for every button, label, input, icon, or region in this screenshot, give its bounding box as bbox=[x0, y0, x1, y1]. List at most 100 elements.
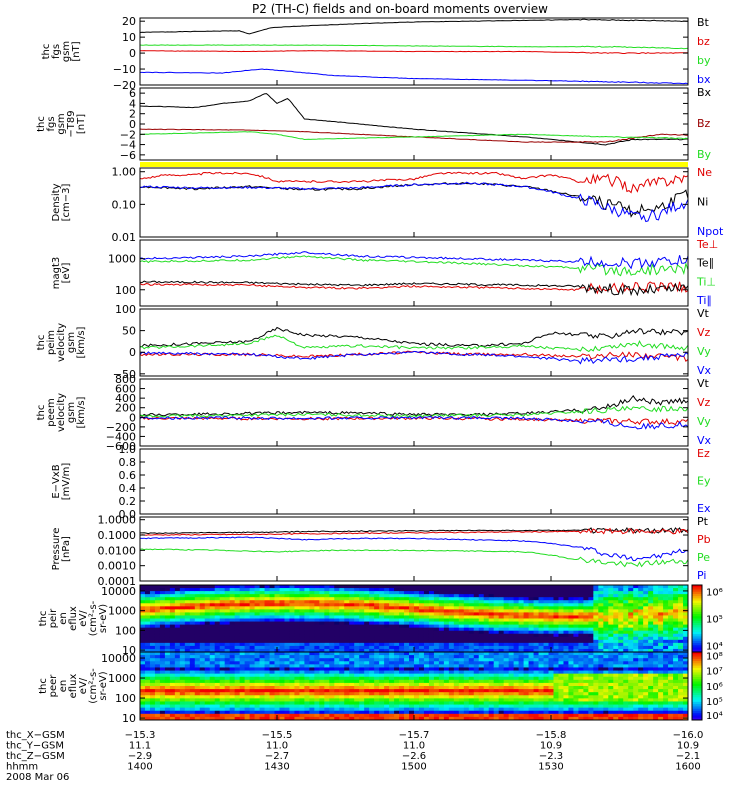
heatmap-cell bbox=[404, 591, 410, 595]
heatmap-cell bbox=[229, 658, 236, 662]
heatmap-cell bbox=[339, 615, 345, 619]
heatmap-cell bbox=[369, 600, 375, 604]
colorbar-step bbox=[692, 620, 702, 624]
heatmap-cell bbox=[140, 692, 146, 696]
heatmap-cell bbox=[164, 707, 171, 712]
heatmap-cell bbox=[658, 621, 664, 626]
heatmap-cell bbox=[174, 676, 181, 681]
heatmap-cell bbox=[453, 609, 460, 613]
heatmap-cell bbox=[548, 588, 554, 592]
heatmap-cell bbox=[140, 624, 146, 629]
heatmap-cell bbox=[508, 612, 515, 616]
heatmap-cell bbox=[224, 639, 231, 644]
heatmap-cell bbox=[409, 609, 415, 613]
heatmap-cell bbox=[164, 618, 171, 623]
heatmap-cell bbox=[174, 686, 181, 690]
heatmap-cell bbox=[653, 642, 659, 647]
heatmap-cell bbox=[399, 670, 405, 675]
heatmap-cell bbox=[319, 642, 325, 647]
heatmap-cell bbox=[354, 664, 360, 668]
heatmap-cell bbox=[503, 612, 510, 616]
heatmap-cell bbox=[468, 585, 475, 589]
heatmap-cell bbox=[638, 667, 644, 672]
heatmap-cell bbox=[274, 704, 280, 709]
heatmap-cell bbox=[453, 630, 460, 635]
series-p2-0 bbox=[139, 93, 688, 146]
heatmap-cell bbox=[209, 624, 216, 629]
heatmap-cell bbox=[204, 686, 211, 690]
series-p6-2 bbox=[139, 405, 689, 418]
heatmap-cell bbox=[284, 673, 290, 678]
heatmap-cell bbox=[199, 627, 206, 632]
heatmap-cell bbox=[468, 682, 475, 687]
heatmap-cell bbox=[593, 695, 599, 699]
heatmap-cell bbox=[239, 597, 246, 601]
heatmap-cell bbox=[678, 585, 684, 589]
heatmap-cell bbox=[279, 655, 285, 659]
heatmap-cell bbox=[638, 661, 644, 665]
heatmap-cell bbox=[189, 652, 196, 656]
heatmap-cell bbox=[583, 713, 589, 718]
heatmap-cell bbox=[359, 600, 365, 604]
heatmap-cell bbox=[164, 664, 171, 668]
heatmap-cell bbox=[488, 642, 495, 647]
heatmap-cell bbox=[394, 689, 400, 693]
heatmap-cell bbox=[458, 636, 465, 641]
heatmap-cell bbox=[623, 600, 629, 604]
heatmap-cell bbox=[493, 627, 500, 632]
heatmap-cell bbox=[628, 627, 634, 632]
heatmap-cell bbox=[638, 597, 644, 601]
heatmap-cell bbox=[359, 591, 365, 595]
heatmap-cell bbox=[249, 633, 256, 638]
heatmap-cell bbox=[453, 588, 460, 592]
heatmap-cell bbox=[503, 597, 510, 601]
heatmap-cell bbox=[269, 661, 276, 665]
heatmap-cell bbox=[169, 695, 176, 699]
heatmap-cell bbox=[488, 698, 495, 702]
heatmap-cell bbox=[329, 707, 335, 712]
heatmap-cell bbox=[633, 670, 639, 675]
heatmap-cell bbox=[478, 710, 485, 715]
heatmap-cell bbox=[623, 701, 629, 706]
heatmap-cell bbox=[538, 615, 545, 619]
heatmap-cell bbox=[563, 636, 569, 641]
heatmap-cell bbox=[140, 698, 146, 702]
heatmap-cell bbox=[364, 692, 370, 696]
heatmap-cell bbox=[418, 689, 425, 693]
heatmap-cell bbox=[543, 648, 550, 653]
heatmap-cell bbox=[144, 588, 151, 592]
heatmap-cell bbox=[428, 695, 435, 699]
heatmap-cell bbox=[538, 642, 545, 647]
heatmap-cell bbox=[608, 686, 614, 690]
heatmap-cell bbox=[448, 679, 455, 684]
heatmap-cell bbox=[518, 710, 525, 715]
heatmap-cell bbox=[269, 615, 276, 619]
heatmap-cell bbox=[259, 713, 266, 718]
heatmap-cell bbox=[573, 600, 579, 604]
heatmap-cell bbox=[204, 704, 211, 709]
heatmap-cell bbox=[518, 679, 525, 684]
heatmap-cell bbox=[448, 704, 455, 709]
heatmap-cell bbox=[493, 676, 500, 681]
heatmap-cell bbox=[314, 682, 320, 687]
heatmap-cell bbox=[638, 698, 644, 702]
heatmap-cell bbox=[598, 658, 604, 662]
heatmap-cell bbox=[169, 594, 176, 598]
heatmap-cell bbox=[588, 707, 594, 712]
heatmap-cell bbox=[493, 716, 500, 721]
heatmap-cell bbox=[623, 639, 629, 644]
heatmap-cell bbox=[443, 664, 450, 668]
heatmap-cell bbox=[513, 636, 520, 641]
heatmap-cell bbox=[174, 588, 181, 592]
heatmap-cell bbox=[274, 591, 280, 595]
heatmap-cell bbox=[244, 609, 251, 613]
heatmap-cell bbox=[344, 624, 350, 629]
heatmap-cell bbox=[244, 636, 251, 641]
heatmap-cell bbox=[628, 624, 634, 629]
heatmap-cell bbox=[433, 612, 440, 616]
heatmap-cell bbox=[204, 676, 211, 681]
heatmap-cell bbox=[483, 609, 490, 613]
heatmap-cell bbox=[209, 594, 216, 598]
heatmap-cell bbox=[518, 615, 525, 619]
heatmap-cell bbox=[503, 686, 510, 690]
